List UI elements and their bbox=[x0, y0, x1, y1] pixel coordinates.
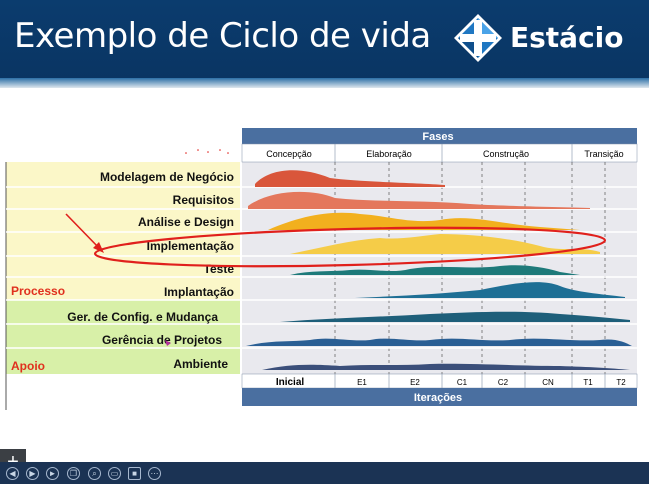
area-teste bbox=[290, 265, 580, 275]
highlight-ellipse bbox=[93, 226, 607, 268]
play-icon[interactable]: ► bbox=[46, 467, 59, 480]
phase-label: Elaboração bbox=[366, 149, 412, 159]
area-modelagem bbox=[255, 170, 445, 187]
discipline-label: Implementação bbox=[147, 239, 234, 253]
support-group-label: Apoio bbox=[11, 359, 45, 373]
iterations-title: Iterações bbox=[414, 392, 462, 404]
pointer-cursor-icon bbox=[165, 340, 171, 346]
brand-name: Estácio bbox=[510, 21, 624, 54]
rup-lifecycle-chart: Fases Concepção Elaboração Construção Tr… bbox=[0, 128, 649, 410]
iteration-label: Inicial bbox=[276, 377, 305, 388]
discipline-label: Ger. de Config. e Mudança bbox=[67, 310, 218, 324]
zoom-icon[interactable]: ⌕ bbox=[88, 467, 101, 480]
screen-icon[interactable]: ▭ bbox=[108, 467, 121, 480]
discipline-label: Implantação bbox=[164, 285, 234, 299]
camera-icon[interactable]: ■ bbox=[128, 467, 141, 480]
presentation-toolbar: ◀ ▶ ► ❐ ⌕ ▭ ■ ⋯ bbox=[0, 462, 649, 484]
support-panel bbox=[6, 300, 240, 374]
more-icon[interactable]: ⋯ bbox=[148, 467, 161, 480]
area-config bbox=[280, 311, 630, 322]
iteration-label: T2 bbox=[616, 378, 626, 387]
slide-title: Exemplo de Ciclo de vida bbox=[14, 16, 431, 56]
iterations-footer bbox=[242, 388, 637, 406]
diamond-cross-logo-icon bbox=[454, 14, 502, 62]
phase-label: Construção bbox=[483, 149, 529, 159]
iteration-label: CN bbox=[542, 378, 554, 387]
phases-header bbox=[242, 128, 637, 144]
area-implementacao bbox=[290, 234, 600, 254]
area-requisitos bbox=[248, 191, 590, 209]
area-ambiente bbox=[262, 363, 630, 370]
header-stripe bbox=[0, 78, 649, 88]
area-implantacao bbox=[355, 282, 625, 298]
discipline-label: Gerência de Projetos bbox=[102, 333, 222, 347]
pen-marks bbox=[185, 149, 229, 154]
process-group-label: Processo bbox=[11, 284, 65, 298]
prev-icon[interactable]: ◀ bbox=[6, 467, 19, 480]
annotation-arrowhead bbox=[93, 242, 104, 253]
phases-title: Fases bbox=[422, 131, 453, 143]
discipline-label: Modelagem de Negócio bbox=[100, 170, 234, 184]
area-gerencia bbox=[246, 338, 632, 346]
phase-label: Concepção bbox=[266, 149, 312, 159]
discipline-label: Ambiente bbox=[173, 357, 228, 371]
slide-header: Exemplo de Ciclo de vida Estácio bbox=[0, 0, 649, 78]
annotation-arrow bbox=[65, 213, 101, 250]
iteration-label: T1 bbox=[583, 378, 593, 387]
next-icon[interactable]: ▶ bbox=[26, 467, 39, 480]
area-analise bbox=[268, 212, 580, 230]
chart-svg: Fases Concepção Elaboração Construção Tr… bbox=[5, 128, 638, 410]
discipline-label: Teste bbox=[204, 262, 235, 276]
discipline-label: Requisitos bbox=[173, 193, 235, 207]
estacio-logo: Estácio bbox=[452, 12, 642, 64]
copy-icon[interactable]: ❐ bbox=[67, 467, 80, 480]
iteration-label: E1 bbox=[357, 378, 367, 387]
iteration-label: C1 bbox=[457, 378, 468, 387]
discipline-label: Análise e Design bbox=[138, 215, 234, 229]
phase-label: Transição bbox=[584, 149, 623, 159]
iteration-label: C2 bbox=[498, 378, 509, 387]
iteration-label: E2 bbox=[410, 378, 420, 387]
